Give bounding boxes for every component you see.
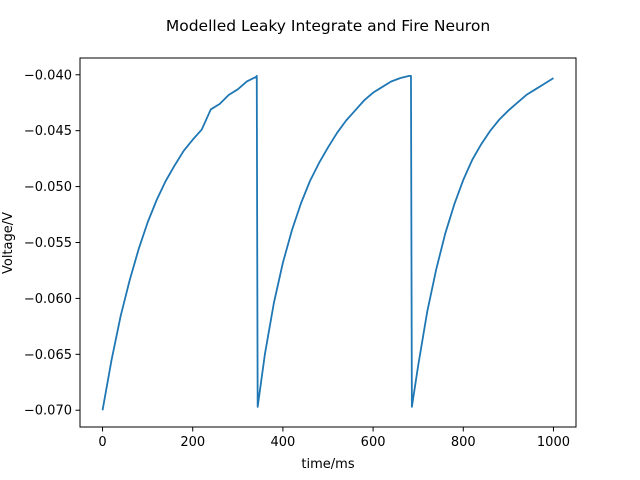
y-tick-label: −0.060 <box>24 292 72 307</box>
x-tick-label: 600 <box>361 435 386 450</box>
axes-frame <box>79 57 577 428</box>
x-tick-label: 400 <box>270 435 295 450</box>
chart-title: Modelled Leaky Integrate and Fire Neuron <box>166 17 490 35</box>
plot-area <box>101 74 554 411</box>
y-tick-label: −0.070 <box>24 404 72 419</box>
y-tick-label: −0.050 <box>24 180 72 195</box>
x-tick-label: 1000 <box>537 435 570 450</box>
x-axis-label: time/ms <box>301 457 354 472</box>
voltage-series-line <box>101 74 554 411</box>
x-tick-label: 800 <box>451 435 476 450</box>
y-tick-label: −0.040 <box>24 68 72 83</box>
y-tick-label: −0.045 <box>24 124 72 139</box>
y-axis-label: Voltage/V <box>1 212 16 274</box>
y-tick-label: −0.065 <box>24 348 72 363</box>
x-tick-label: 200 <box>180 435 205 450</box>
y-tick-label: −0.055 <box>24 236 72 251</box>
x-axis: 0 200 400 600 800 1000 <box>98 427 570 450</box>
x-tick-label: 0 <box>98 435 106 450</box>
y-axis: −0.070 −0.065 −0.060 −0.055 −0.050 −0.045 −0.0… <box>24 68 80 419</box>
